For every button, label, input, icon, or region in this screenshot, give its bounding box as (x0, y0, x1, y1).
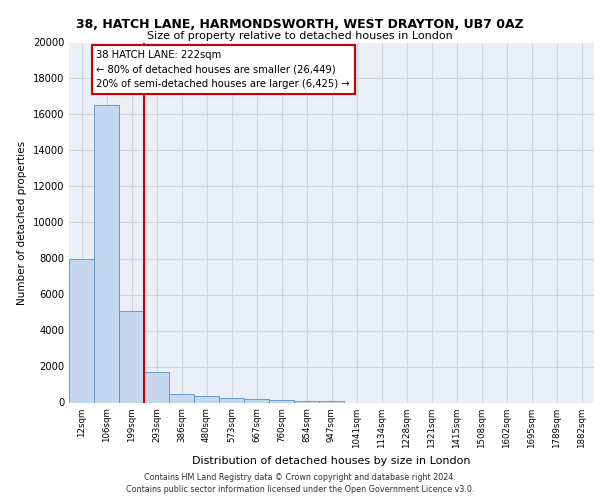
Bar (69, 258, 94, 402)
Bar (169, 394, 194, 402)
Bar (269, 400, 294, 402)
Text: Contains HM Land Registry data © Crown copyright and database right 2024.
Contai: Contains HM Land Registry data © Crown c… (126, 472, 474, 494)
Bar (94, 106, 119, 403)
Bar (219, 398, 244, 402)
Text: 38, HATCH LANE, HARMONDSWORTH, WEST DRAYTON, UB7 0AZ: 38, HATCH LANE, HARMONDSWORTH, WEST DRAY… (76, 18, 524, 30)
Bar (294, 400, 319, 402)
Bar (244, 398, 269, 402)
Bar (194, 396, 219, 402)
Text: 38 HATCH LANE: 222sqm
← 80% of detached houses are smaller (26,449)
20% of semi-: 38 HATCH LANE: 222sqm ← 80% of detached … (97, 50, 350, 90)
Bar (144, 372, 169, 402)
Y-axis label: Number of detached properties: Number of detached properties (17, 140, 27, 304)
Text: Size of property relative to detached houses in London: Size of property relative to detached ho… (147, 31, 453, 41)
Bar (119, 310, 144, 402)
X-axis label: Distribution of detached houses by size in London: Distribution of detached houses by size … (192, 456, 471, 466)
